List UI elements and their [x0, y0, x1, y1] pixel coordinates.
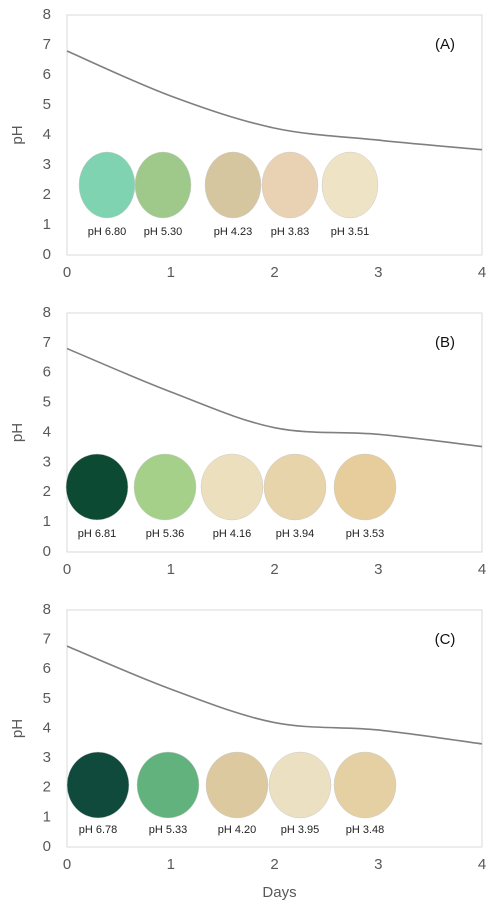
line [67, 51, 482, 150]
y-axis-label: pH [9, 125, 26, 144]
y-tick-label: 6 [43, 66, 51, 83]
panel-title: (B) [435, 334, 455, 351]
x-tick-label: 2 [270, 561, 278, 578]
sample-photo [269, 752, 331, 818]
y-tick-label: 0 [43, 246, 51, 263]
sample-photo [262, 152, 318, 218]
y-tick-label: 4 [43, 126, 51, 143]
sample-label: pH 3.95 [281, 824, 320, 836]
plot-frame [67, 313, 482, 552]
sample-photo [205, 152, 261, 218]
y-tick-label: 8 [43, 304, 51, 321]
y-tick-label: 3 [43, 453, 51, 470]
x-tick-label: 0 [63, 561, 71, 578]
sample-label: pH 3.53 [346, 528, 385, 540]
sample-label: pH 3.83 [271, 226, 310, 238]
y-tick-label: 7 [43, 334, 51, 351]
y-tick-label: 0 [43, 543, 51, 560]
y-tick-label: 8 [43, 601, 51, 618]
y-tick-label: 5 [43, 96, 51, 113]
line [67, 349, 482, 447]
y-tick-label: 5 [43, 394, 51, 411]
x-tick-label: 1 [167, 264, 175, 281]
x-tick-label: 4 [478, 856, 486, 873]
y-tick-label: 4 [43, 719, 51, 736]
sample-photo [322, 152, 378, 218]
x-axis-label: Days [262, 884, 296, 901]
y-tick-label: 4 [43, 423, 51, 440]
sample-label: pH 3.48 [346, 824, 385, 836]
plot-frame [67, 15, 482, 255]
plot-frame [67, 610, 482, 847]
x-tick-label: 3 [374, 856, 382, 873]
sample-photo [134, 454, 196, 520]
sample-label: pH 6.78 [79, 824, 118, 836]
x-tick-label: 1 [167, 561, 175, 578]
x-tick-label: 2 [270, 856, 278, 873]
sample-label: pH 4.16 [213, 528, 252, 540]
y-tick-label: 2 [43, 483, 51, 500]
y-axis-label: pH [9, 423, 26, 442]
y-tick-label: 2 [43, 779, 51, 796]
sample-label: pH 5.33 [149, 824, 188, 836]
x-tick-label: 0 [63, 856, 71, 873]
y-tick-label: 2 [43, 186, 51, 203]
sample-label: pH 6.81 [78, 528, 117, 540]
y-tick-label: 6 [43, 364, 51, 381]
y-tick-label: 7 [43, 631, 51, 648]
sample-photo [79, 152, 135, 218]
sample-label: pH 3.51 [331, 226, 370, 238]
x-tick-label: 3 [374, 264, 382, 281]
y-tick-label: 7 [43, 36, 51, 53]
y-tick-label: 1 [43, 808, 51, 825]
sample-photo [206, 752, 268, 818]
sample-photo [264, 454, 326, 520]
y-tick-label: 8 [43, 6, 51, 23]
y-tick-label: 5 [43, 690, 51, 707]
sample-photo [66, 454, 128, 520]
panel-title: (C) [435, 631, 456, 648]
sample-label: pH 6.80 [88, 226, 127, 238]
x-tick-label: 1 [167, 856, 175, 873]
x-tick-label: 4 [478, 264, 486, 281]
panel-title: (A) [435, 36, 455, 53]
figure: 0 1 2 3 4 5 6 7 8 0 1 2 3 4 pH (A) pH 6.80 pH 5.30 pH 4.23… [0, 0, 488, 908]
y-tick-label: 1 [43, 216, 51, 233]
x-tick-label: 0 [63, 264, 71, 281]
y-tick-label: 1 [43, 513, 51, 530]
sample-photo [334, 454, 396, 520]
y-tick-label: 0 [43, 838, 51, 855]
sample-photo [201, 454, 263, 520]
line [67, 646, 482, 744]
sample-label: pH 5.30 [144, 226, 183, 238]
sample-photo [67, 752, 129, 818]
sample-photo [334, 752, 396, 818]
x-tick-label: 4 [478, 561, 486, 578]
y-axis-label: pH [9, 719, 26, 738]
y-tick-label: 3 [43, 156, 51, 173]
y-tick-label: 3 [43, 749, 51, 766]
x-tick-label: 3 [374, 561, 382, 578]
sample-photo [137, 752, 199, 818]
sample-photo [135, 152, 191, 218]
sample-label: pH 4.23 [214, 226, 253, 238]
sample-label: pH 3.94 [276, 528, 315, 540]
sample-label: pH 4.20 [218, 824, 257, 836]
y-tick-label: 6 [43, 660, 51, 677]
sample-label: pH 5.36 [146, 528, 185, 540]
x-tick-label: 2 [270, 264, 278, 281]
